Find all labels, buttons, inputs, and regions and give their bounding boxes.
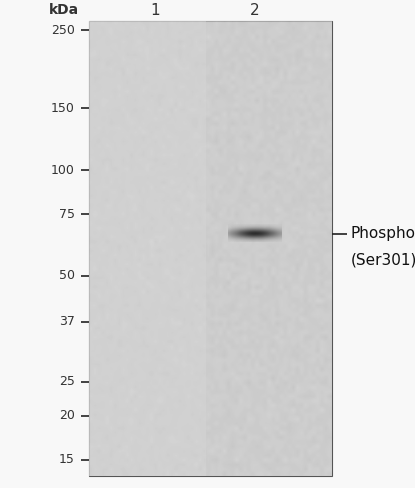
Text: 20: 20 <box>59 409 75 422</box>
Bar <box>89 21 206 476</box>
Bar <box>89 21 332 476</box>
Text: 150: 150 <box>51 102 75 115</box>
Text: kDa: kDa <box>49 3 79 17</box>
Text: 250: 250 <box>51 24 75 37</box>
Text: Phospho-C-RAF: Phospho-C-RAF <box>351 226 415 241</box>
Text: 25: 25 <box>59 375 75 388</box>
Text: 37: 37 <box>59 315 75 328</box>
Text: 15: 15 <box>59 453 75 466</box>
Text: 1: 1 <box>150 3 160 18</box>
Text: 75: 75 <box>59 207 75 221</box>
Text: 2: 2 <box>249 3 259 18</box>
Text: (Ser301): (Ser301) <box>351 253 415 268</box>
Text: 50: 50 <box>59 269 75 283</box>
Text: 100: 100 <box>51 163 75 177</box>
